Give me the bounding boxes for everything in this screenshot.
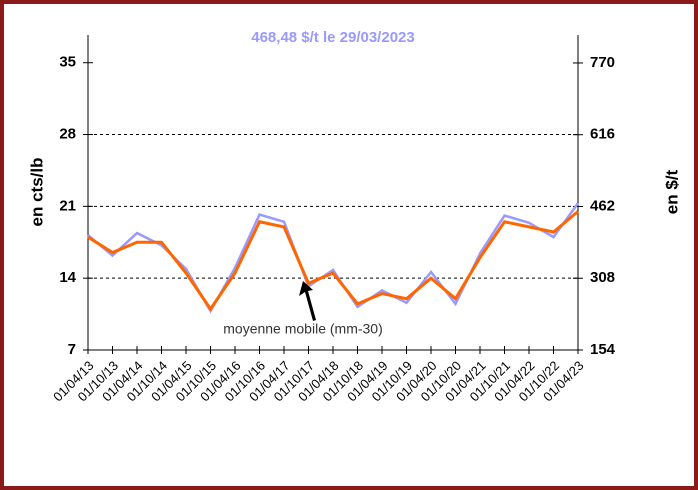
- y2-tick-label: 616: [590, 126, 615, 143]
- y-tick-label: 7: [68, 341, 76, 358]
- y2-tick-label: 308: [590, 269, 615, 286]
- y-tick-label: 28: [59, 125, 76, 142]
- series-line: [87, 210, 579, 312]
- y-tick-label: 21: [59, 197, 76, 214]
- y2-axis-label: en $/t: [662, 169, 681, 214]
- y2-tick-label: 154: [590, 341, 616, 358]
- annotation-arrow: [299, 281, 316, 321]
- y2-tick-label: 462: [590, 197, 615, 214]
- y-tick-label: 14: [59, 269, 76, 286]
- y-axis-label: en cts/lb: [27, 158, 46, 227]
- y2-tick-label: 770: [590, 54, 615, 71]
- annotation: moyenne mobile (mm-30): [223, 321, 383, 337]
- y-tick-label: 35: [59, 54, 76, 71]
- chart-title: 468,48 $/t le 29/03/2023: [251, 29, 414, 46]
